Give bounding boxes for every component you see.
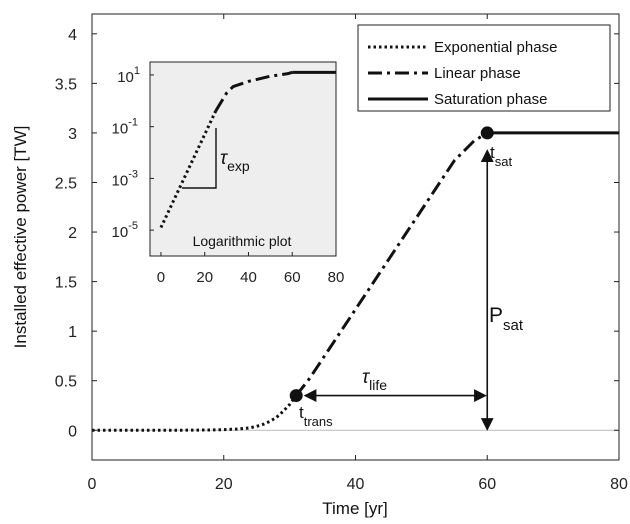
series-line-linear <box>295 131 489 397</box>
series-group <box>92 131 619 432</box>
phase-transition-marker <box>289 389 303 403</box>
y-tick-label: 0.5 <box>55 374 77 391</box>
inset-x-tick-label: 80 <box>328 269 345 286</box>
inset-y-ticks: 101 10-1 10-3 10-5 <box>112 65 154 241</box>
y-tick-label: 2 <box>68 225 77 242</box>
markers-group <box>289 126 494 403</box>
tau-exp-label: τexp <box>220 148 250 174</box>
legend-label-exponential: Exponential phase <box>434 39 557 56</box>
y-tick-label: 0 <box>68 423 77 440</box>
legend-label-linear: Linear phase <box>434 65 521 82</box>
p-sat-label: Psat <box>489 304 524 334</box>
inset-x-ticks: 0 20 40 60 80 <box>157 252 345 286</box>
y-tick-label: 1 <box>68 324 77 341</box>
x-tick-label: 20 <box>215 476 233 493</box>
inset-y-tick-label: 101 <box>117 65 140 86</box>
tau-exp-triangle <box>182 128 217 189</box>
legend-box <box>357 24 611 112</box>
inset-x-tick-label: 40 <box>240 269 257 286</box>
tau-life-label: τlife <box>362 367 387 393</box>
inset-y-tick-label: 10-3 <box>112 168 138 189</box>
y-tick-label: 3 <box>68 126 77 143</box>
phase-transition-marker <box>480 126 494 140</box>
legend-label-saturation: Saturation phase <box>434 91 547 108</box>
inset-x-tick-label: 60 <box>284 269 301 286</box>
y-axis-label: Installed effective power [TW] <box>11 126 30 349</box>
series-line-exponential <box>92 394 298 432</box>
y-tick-label: 1.5 <box>55 275 77 292</box>
x-tick-label: 0 <box>88 476 97 493</box>
t-sat-label: tsat <box>490 143 512 169</box>
inset-series-line-linear <box>214 70 293 112</box>
y-tick-label: 3.5 <box>55 76 77 93</box>
inset-y-tick-label: 10-5 <box>112 220 138 241</box>
inset-title: Logarithmic plot <box>193 233 292 249</box>
t-trans-label: ttrans <box>299 403 333 429</box>
y-tick-label: 4 <box>68 27 77 44</box>
x-axis-label: Time [yr] <box>322 499 387 518</box>
y-tick-label: 2.5 <box>55 175 77 192</box>
x-tick-label: 80 <box>610 476 628 493</box>
inset-x-tick-label: 0 <box>157 269 165 286</box>
x-tick-label: 60 <box>478 476 496 493</box>
inset-x-tick-label: 20 <box>196 269 213 286</box>
legend: Exponential phase Linear phase Saturatio… <box>357 24 611 112</box>
x-tick-label: 40 <box>347 476 365 493</box>
x-ticks: 0 20 40 60 80 <box>88 14 628 493</box>
inset-area <box>149 61 337 257</box>
inset-y-tick-label: 10-1 <box>112 117 138 138</box>
inset-series-group <box>159 70 336 229</box>
inset-plot: 0 20 40 60 80 101 10-1 10-3 10-5 τexp Logarithm… <box>112 61 345 286</box>
